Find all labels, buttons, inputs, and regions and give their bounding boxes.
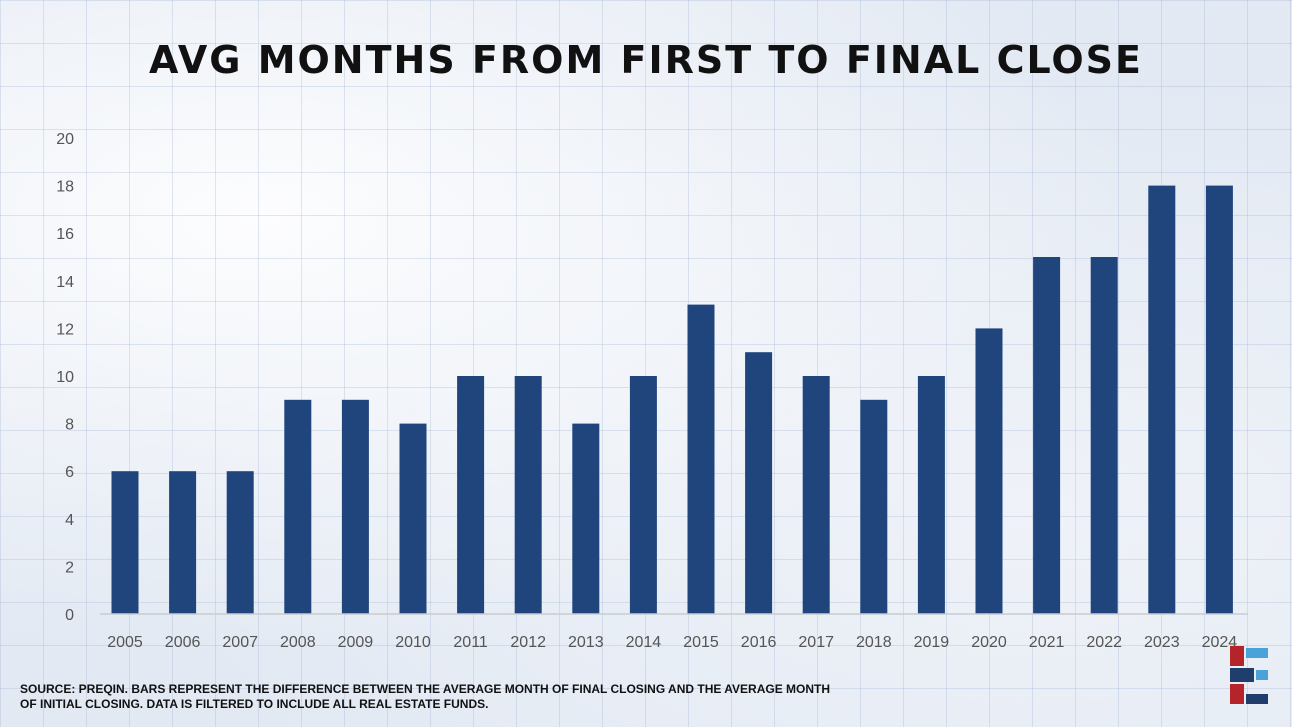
bar-2023 [1148, 185, 1176, 614]
bar-2020 [975, 328, 1003, 614]
bar-2024 [1205, 185, 1233, 614]
x-tick-label: 2015 [683, 634, 719, 651]
logo-bar-middle [1230, 668, 1254, 682]
y-axis: 0 2 4 6 8 10 12 14 16 18 20 [56, 131, 74, 624]
bar-2009 [341, 399, 369, 614]
x-tick-label: 2007 [222, 634, 258, 651]
y-tick-label: 10 [56, 369, 74, 386]
x-tick-label: 2020 [971, 634, 1007, 651]
y-tick-label: 6 [65, 464, 74, 481]
x-axis: 2005 2006 2007 2008 2009 2010 2011 2012 2013 2014… [107, 634, 1237, 651]
y-tick-label: 12 [56, 321, 74, 338]
x-tick-label: 2006 [165, 634, 201, 651]
bar-2017 [802, 376, 830, 614]
bar-2021 [1033, 257, 1061, 614]
bar-2006 [169, 471, 197, 614]
bar-2008 [284, 399, 312, 614]
logo-bar-mid-right [1256, 670, 1268, 680]
bar-2013 [572, 423, 600, 614]
y-tick-label: 4 [65, 512, 74, 529]
logo-bar-top-right [1246, 648, 1268, 658]
logo-bar-bottom-right [1246, 694, 1268, 704]
x-tick-label: 2008 [280, 634, 316, 651]
x-tick-label: 2022 [1086, 634, 1122, 651]
bar-2010 [399, 423, 427, 614]
bar-2016 [745, 352, 773, 614]
bar-2018 [860, 399, 888, 614]
logo-bar-top [1230, 646, 1244, 666]
x-tick-label: 2023 [1144, 634, 1180, 651]
y-tick-label: 8 [65, 417, 74, 434]
bar-2014 [629, 376, 657, 614]
x-tick-label: 2024 [1202, 634, 1238, 651]
y-tick-label: 20 [56, 131, 74, 148]
x-tick-label: 2005 [107, 634, 143, 651]
chart-title: AVG MONTHS FROM FIRST TO FINAL CLOSE [149, 38, 1143, 82]
bar-2015 [687, 304, 715, 614]
x-tick-label: 2014 [626, 634, 662, 651]
brand-logo-icon [1230, 646, 1268, 704]
y-tick-label: 2 [65, 559, 74, 576]
bar-2011 [457, 376, 485, 614]
bars-group [111, 185, 1233, 614]
x-tick-label: 2011 [453, 634, 488, 651]
x-tick-label: 2017 [798, 634, 834, 651]
x-tick-label: 2016 [741, 634, 777, 651]
y-tick-label: 18 [56, 179, 74, 196]
bar-2012 [514, 376, 542, 614]
bar-2022 [1090, 257, 1118, 614]
bar-2007 [226, 471, 254, 614]
x-tick-label: 2012 [510, 634, 546, 651]
bar-2005 [111, 471, 139, 614]
source-note: SOURCE: PREQIN. BARS REPRESENT THE DIFFE… [20, 682, 831, 711]
y-tick-label: 14 [56, 274, 74, 291]
y-tick-label: 16 [56, 226, 74, 243]
x-tick-label: 2018 [856, 634, 892, 651]
x-tick-label: 2019 [914, 634, 950, 651]
x-tick-label: 2010 [395, 634, 431, 651]
logo-bar-bottom [1230, 684, 1244, 704]
x-tick-label: 2009 [338, 634, 374, 651]
bar-2019 [917, 376, 945, 614]
x-tick-label: 2021 [1029, 634, 1065, 651]
x-tick-label: 2013 [568, 634, 604, 651]
y-tick-label: 0 [65, 607, 74, 624]
